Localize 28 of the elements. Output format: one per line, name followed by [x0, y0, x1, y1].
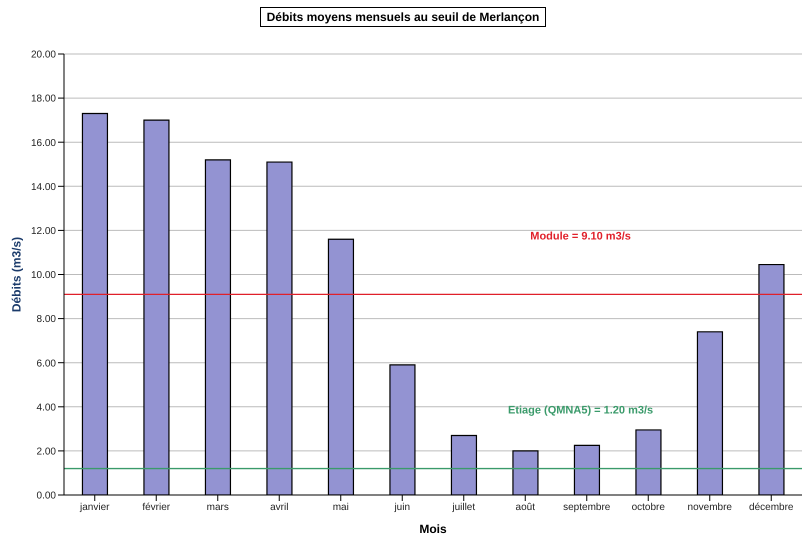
x-tick-label: octobre [632, 502, 666, 514]
y-tick-label: 4.00 [36, 402, 56, 414]
x-tick-label: janvier [79, 502, 110, 514]
y-tick-label: 10.00 [30, 270, 56, 282]
x-tick-label: août [516, 502, 536, 514]
chart-title: Débits moyens mensuels au seuil de Merlançon [260, 7, 546, 27]
y-tick-label: 2.00 [36, 446, 56, 458]
y-tick-label: 18.00 [30, 94, 56, 105]
y-tick-label: 20.00 [30, 50, 56, 61]
y-tick-label: 8.00 [36, 314, 56, 326]
x-tick-label: mai [332, 502, 349, 514]
x-tick-label: avril [270, 502, 288, 514]
ref-line-label: Module = 9.10 m3/s [530, 230, 631, 242]
x-tick-label: juin [393, 502, 410, 514]
x-tick-label: décembre [749, 502, 794, 514]
x-tick-label: février [142, 502, 171, 514]
y-tick-label: 6.00 [36, 358, 56, 370]
x-axis-title: Mois [419, 522, 447, 536]
x-tick-label: septembre [563, 502, 611, 514]
y-tick-label: 14.00 [30, 182, 56, 193]
y-tick-label: 0.00 [36, 490, 56, 502]
x-tick-label: novembre [688, 502, 732, 514]
y-tick-label: 12.00 [30, 226, 56, 237]
y-tick-label: 16.00 [30, 138, 56, 149]
x-tick-label: juillet [451, 502, 476, 514]
x-tick-label: mars [206, 502, 229, 514]
y-axis-title: Débits (m3/s) [9, 236, 24, 312]
ref-line-label: Etiage (QMNA5) = 1.20 m3/s [508, 404, 654, 417]
